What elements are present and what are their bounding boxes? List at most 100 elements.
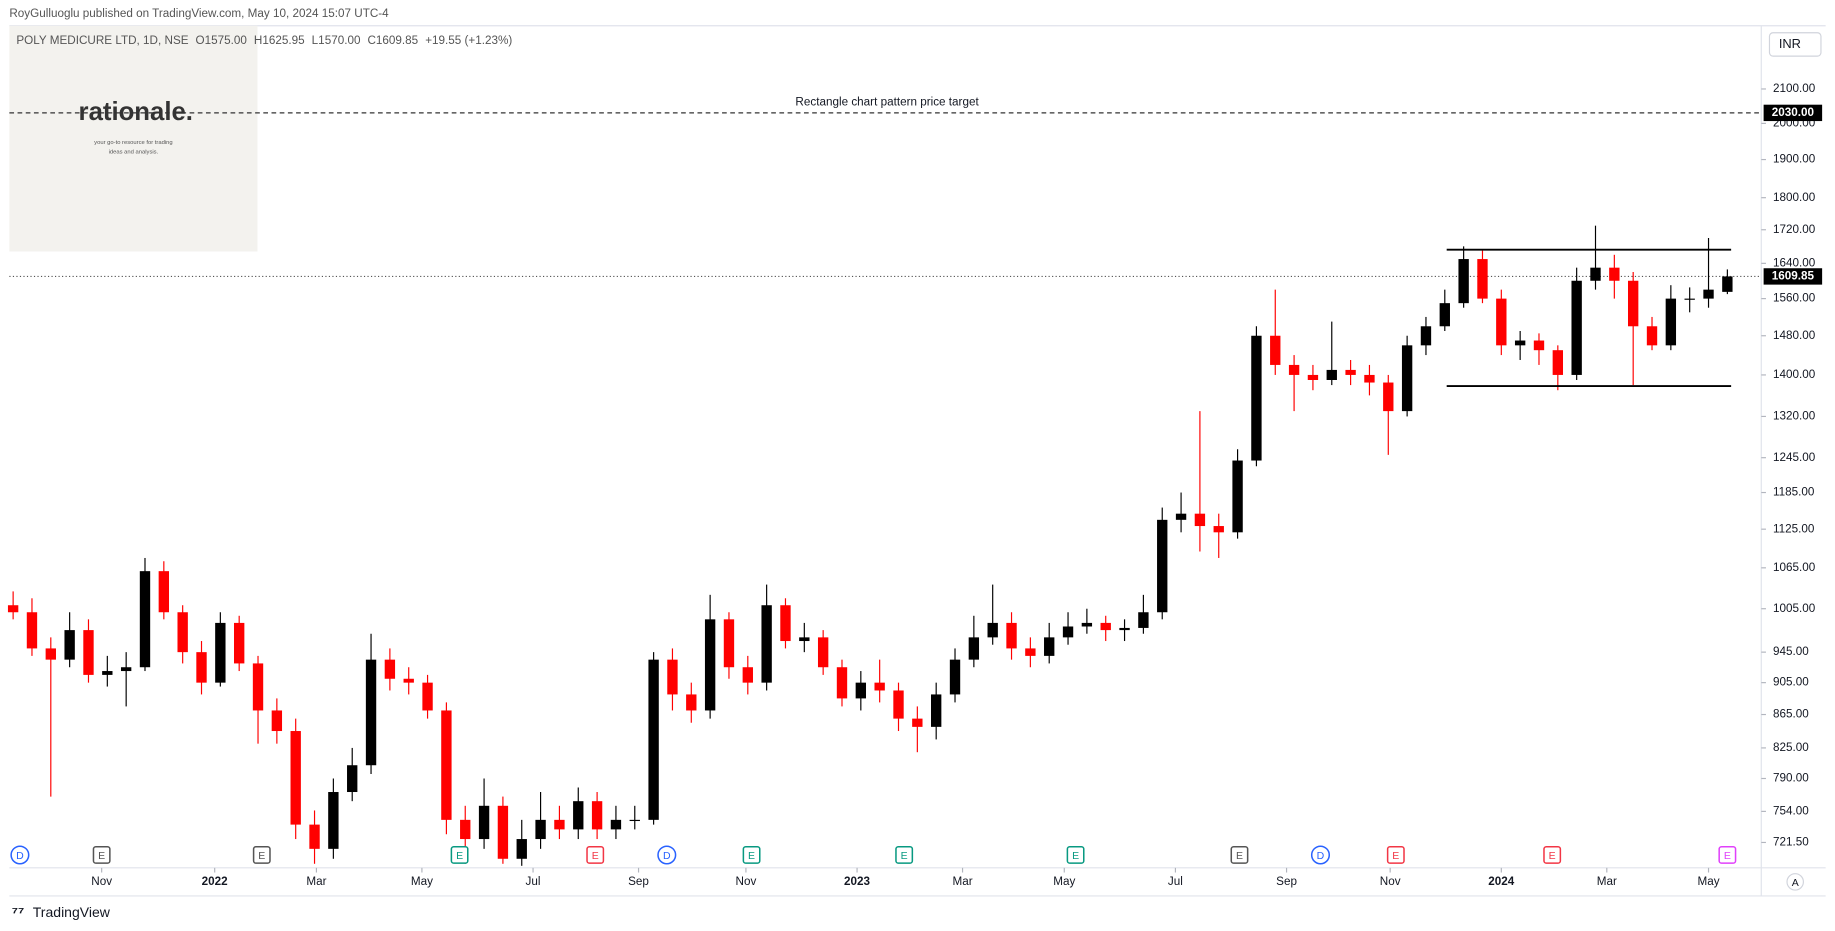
y-tick-label: 1800.00 <box>1773 191 1816 204</box>
candle-body <box>817 637 829 668</box>
last-price-tag-label: 1609.85 <box>1772 270 1815 283</box>
x-tick-label: 2023 <box>844 875 871 888</box>
y-tick-label: 1900.00 <box>1773 153 1816 166</box>
y-tick-label: 754.00 <box>1773 804 1809 817</box>
candle-body <box>1175 513 1187 520</box>
candle-body <box>987 622 998 638</box>
candle-body <box>1477 259 1488 299</box>
candle-body <box>1270 335 1281 365</box>
candle-body <box>139 571 151 668</box>
x-tick-label: 2024 <box>1488 875 1515 888</box>
candle-body <box>535 819 546 840</box>
symbol-info-item: O1575.00 <box>196 34 248 47</box>
candle-body <box>874 682 885 691</box>
x-tick-label: May <box>1053 875 1075 888</box>
watermark-line: ideas and analysis. <box>109 150 159 156</box>
candle-body <box>1326 369 1337 380</box>
candle-body <box>64 630 75 660</box>
event-marker <box>1310 845 1331 865</box>
publisher: RoyGulluoglu published on TradingView.co… <box>9 7 389 20</box>
candle-body <box>1514 340 1526 346</box>
x-tick-label: Mar <box>1597 875 1617 888</box>
candle-body <box>1119 627 1130 631</box>
candle-body <box>1081 622 1093 627</box>
candle-body <box>1627 280 1639 327</box>
y-tick-label: 1560.00 <box>1773 292 1816 305</box>
currency[interactable]: INR <box>1779 36 1801 51</box>
candle-body <box>893 690 904 719</box>
event-marker <box>657 845 677 865</box>
candle-body <box>403 678 414 683</box>
auto-scale[interactable]: A <box>1792 877 1799 889</box>
y-tick-label: 1400.00 <box>1773 368 1816 381</box>
candle-body <box>478 805 490 840</box>
candle-body <box>45 648 56 660</box>
candle-body <box>196 652 207 683</box>
event-marker <box>10 845 30 865</box>
candle-body <box>1420 326 1432 346</box>
candle-body <box>441 710 452 820</box>
candle-body <box>1722 276 1733 292</box>
candle-body <box>1006 622 1017 649</box>
x-tick-label: Nov <box>1380 875 1401 888</box>
y-tick-label: 945.00 <box>1773 645 1809 658</box>
y-tick-label: 1065.00 <box>1773 561 1816 574</box>
candle-body <box>271 710 283 732</box>
event-label: E <box>1392 850 1399 862</box>
candle-body <box>328 792 339 849</box>
candle-body <box>1138 612 1149 628</box>
event-label: E <box>1236 850 1243 862</box>
event-marker <box>92 846 111 864</box>
event-label: E <box>901 850 908 862</box>
candle-body <box>1288 364 1300 375</box>
y-tick-label: 1720.00 <box>1773 223 1816 236</box>
event-label: D <box>663 850 671 862</box>
candle-body <box>968 637 980 660</box>
candle-body <box>1590 267 1601 281</box>
candle-body <box>365 659 377 766</box>
candle-body <box>912 718 923 727</box>
event-marker <box>1386 846 1405 864</box>
symbol-info-item: +19.55 (+1.23%) <box>425 34 512 47</box>
candle-body <box>1044 637 1055 656</box>
event-marker <box>1718 846 1737 864</box>
x-tick-label: Sep <box>628 875 649 888</box>
candle-body <box>1364 374 1375 383</box>
event-marker <box>1230 846 1249 864</box>
symbol-info-item: L1570.00 <box>312 34 361 47</box>
candle-body <box>1439 303 1450 327</box>
candle-body <box>1646 326 1658 346</box>
event-marker <box>1543 846 1562 864</box>
candle-body <box>1401 345 1413 412</box>
event-label: E <box>748 850 755 862</box>
event-marker <box>895 846 914 864</box>
x-tick-label: Jul <box>1168 875 1183 888</box>
candle-body <box>1665 298 1677 346</box>
symbol-info-item: H1625.95 <box>254 34 305 47</box>
symbol-info-item: POLY MEDICURE LTD, 1D, NSE <box>16 34 188 47</box>
candle-body <box>742 667 753 683</box>
watermark-line: your go-to resource for trading <box>94 140 172 146</box>
candle-body <box>1100 622 1111 631</box>
currency-box[interactable] <box>1768 32 1822 57</box>
candle-body <box>799 637 810 642</box>
candle-body <box>497 805 509 859</box>
candle-body <box>761 605 772 683</box>
event-label: E <box>1724 850 1731 862</box>
candle-body <box>120 667 132 672</box>
candle-body <box>930 694 942 727</box>
candle-body <box>215 622 226 683</box>
candle-body <box>422 682 433 711</box>
y-tick-label: 790.00 <box>1773 772 1809 785</box>
auto-scale-button[interactable] <box>1786 873 1804 891</box>
logo-mark: ⁷⁷ <box>12 904 25 921</box>
candle-body <box>1307 374 1319 380</box>
y-tick-label: 1005.00 <box>1773 602 1816 615</box>
target-label: Rectangle chart pattern price target <box>795 95 979 108</box>
candle-body <box>591 801 603 830</box>
candle-body <box>158 571 170 613</box>
candle-body <box>1571 280 1582 375</box>
x-tick-label: May <box>1697 875 1719 888</box>
